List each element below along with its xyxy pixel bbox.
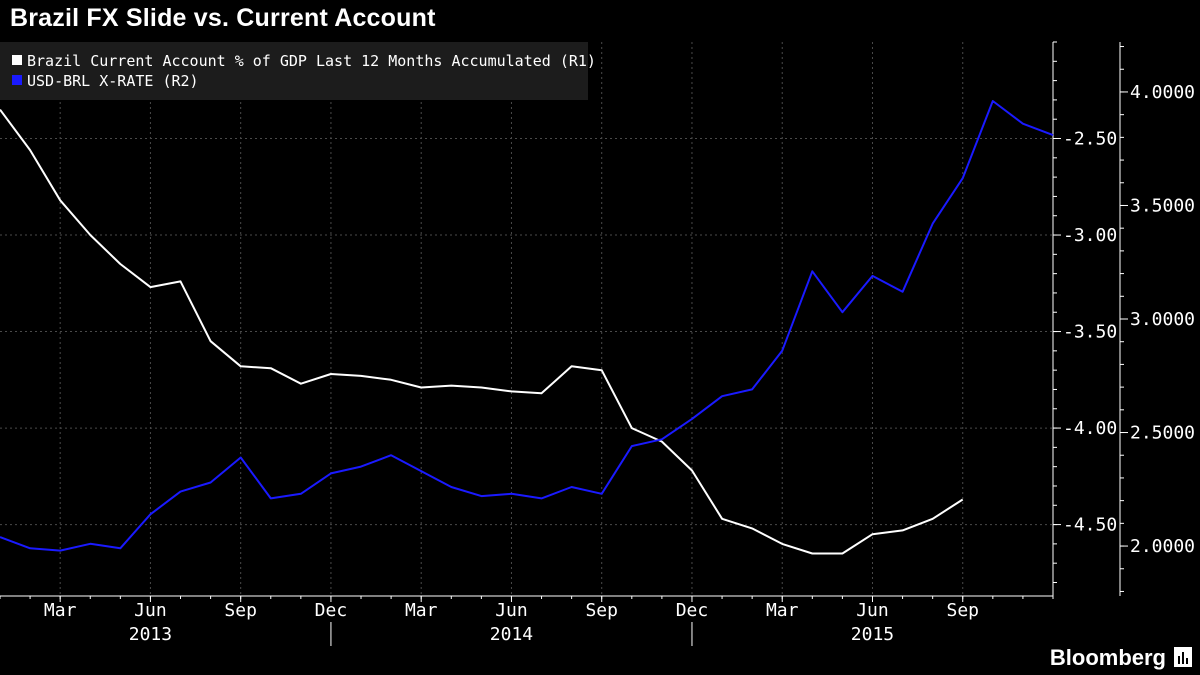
axes-layer: -2.50 -3.00 -3.50 -4.00 -4.50 4.0000 3.5000 3.0… bbox=[0, 41, 1195, 646]
tick-label-r2: 2.0000 bbox=[1130, 536, 1195, 557]
tick-label-r2: 3.0000 bbox=[1130, 309, 1195, 330]
legend-swatch-usd-brl bbox=[12, 75, 22, 85]
year-label: 2014 bbox=[490, 624, 533, 645]
series-line-current-account bbox=[0, 109, 964, 555]
tick-label-x: Jun bbox=[495, 600, 528, 621]
legend-label-usd-brl: USD-BRL X-RATE (R2) bbox=[27, 72, 199, 90]
tick-label-x: Mar bbox=[405, 600, 438, 621]
tick-label-x: Sep bbox=[946, 600, 979, 621]
bloomberg-logo: Bloomberg bbox=[1049, 645, 1166, 670]
tick-label-x: Mar bbox=[766, 600, 799, 621]
grid-layer bbox=[0, 42, 1053, 596]
series-line-usd-brl bbox=[0, 100, 1054, 552]
tick-label-r2: 3.5000 bbox=[1130, 195, 1195, 216]
tick-label-r1: -3.50 bbox=[1063, 322, 1117, 343]
bloomberg-logo-icon bbox=[1174, 647, 1192, 667]
legend-background bbox=[0, 42, 588, 100]
tick-label-x: Sep bbox=[585, 600, 618, 621]
tick-label-x: Jun bbox=[856, 600, 889, 621]
tick-label-r1: -4.50 bbox=[1063, 515, 1117, 536]
tick-label-x: Dec bbox=[676, 600, 709, 621]
tick-label-r1: -4.00 bbox=[1063, 418, 1117, 439]
legend: Brazil Current Account % of GDP Last 12 … bbox=[0, 42, 596, 100]
tick-label-x: Sep bbox=[224, 600, 257, 621]
tick-label-r1: -2.50 bbox=[1063, 129, 1117, 150]
tick-label-x: Dec bbox=[315, 600, 348, 621]
tick-label-x: Jun bbox=[134, 600, 167, 621]
series-layer bbox=[0, 100, 1054, 555]
year-label: 2013 bbox=[129, 624, 172, 645]
tick-label-r1: -3.00 bbox=[1063, 225, 1117, 246]
legend-swatch-current-account bbox=[12, 55, 22, 65]
year-label: 2015 bbox=[851, 624, 894, 645]
tick-label-r2: 2.5000 bbox=[1130, 423, 1195, 444]
legend-label-current-account: Brazil Current Account % of GDP Last 12 … bbox=[27, 52, 596, 70]
tick-label-x: Mar bbox=[44, 600, 77, 621]
tick-label-r2: 4.0000 bbox=[1130, 82, 1195, 103]
chart-title: Brazil FX Slide vs. Current Account bbox=[10, 4, 436, 32]
